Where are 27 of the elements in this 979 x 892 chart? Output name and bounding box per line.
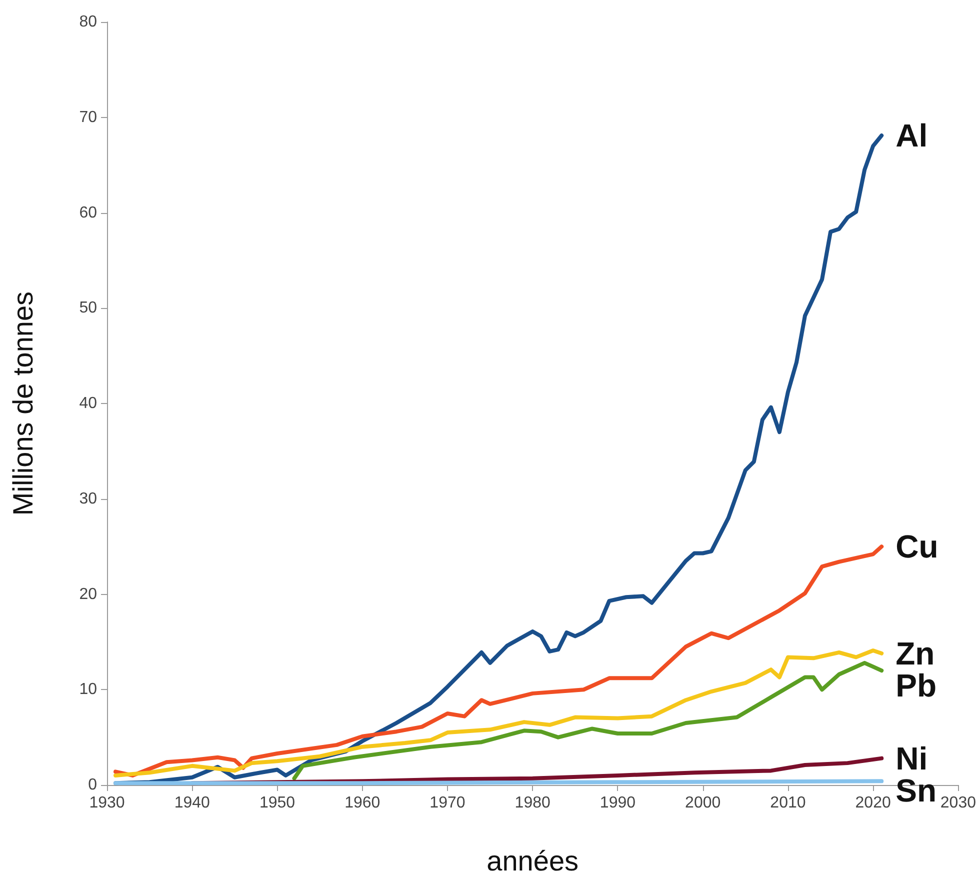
x-tick-label: 2020 [855,794,891,812]
x-axis-title: années [486,846,579,876]
y-tick-label: 40 [79,395,98,412]
y-axis-title: Millions de tonnes [8,291,38,516]
y-tick-label: 70 [79,108,98,126]
x-tick-label: 1980 [514,794,550,812]
series-label: Al [896,117,928,154]
y-tick-label: 0 [88,776,98,794]
x-tick-label: 1930 [89,794,125,812]
y-tick-label: 20 [79,586,98,603]
y-tick-label: 50 [79,300,98,317]
x-tick-label: 1970 [430,794,466,812]
x-tick-label: 1940 [174,794,210,812]
y-tick-label: 30 [79,490,98,508]
line-series [114,544,884,778]
series-label: Cu [896,528,938,565]
line-series [114,648,884,778]
x-tick-label: 2010 [770,794,806,812]
x-tick-label: 2000 [685,794,721,812]
y-tick-label: 60 [79,204,98,222]
x-tick-label: 1960 [344,794,380,812]
y-tick-label: 80 [79,14,98,30]
x-tick-label: 2030 [940,794,976,812]
line-series [292,660,884,780]
x-tick-label: 1950 [259,794,296,812]
x-tick-label: 1990 [600,794,636,812]
y-tick-label: 10 [79,681,98,698]
